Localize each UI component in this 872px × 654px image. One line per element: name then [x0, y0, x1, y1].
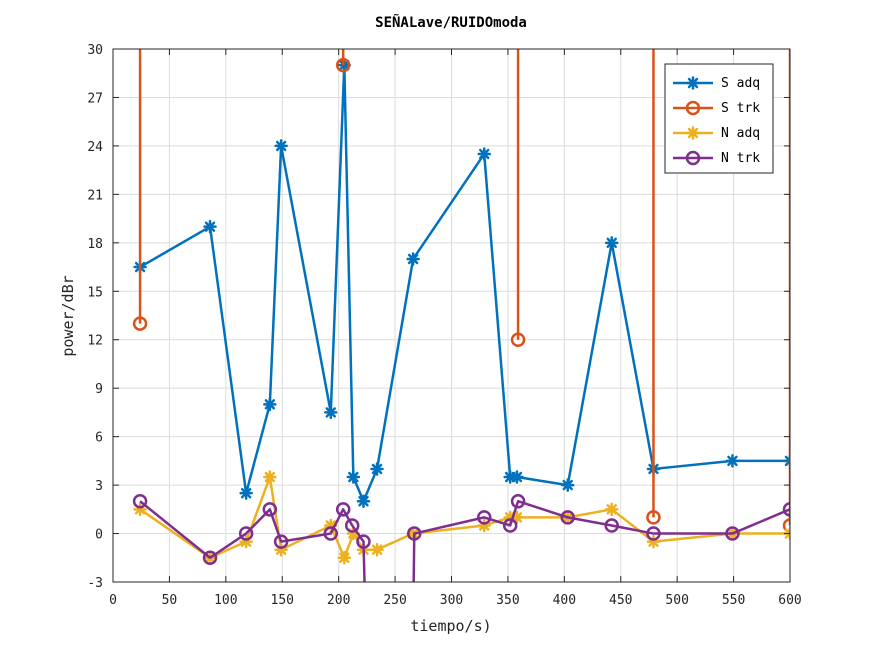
x-tick-label: 200	[327, 593, 350, 608]
data-point	[476, 510, 492, 525]
series-layer	[132, 49, 790, 582]
data-point	[510, 493, 526, 509]
data-point	[510, 332, 526, 347]
series-n-trk	[132, 493, 790, 582]
data-point	[346, 470, 361, 484]
data-point	[406, 252, 420, 266]
data-point	[646, 510, 661, 525]
data-point	[783, 454, 790, 468]
data-point	[604, 236, 619, 250]
data-point	[337, 551, 352, 565]
y-tick-label: 18	[87, 237, 103, 252]
y-tick-label: 15	[87, 285, 103, 300]
data-point	[344, 518, 360, 533]
legend-marker	[686, 76, 700, 90]
data-point	[510, 470, 524, 484]
data-point	[132, 316, 148, 331]
legend-label: S trk	[721, 101, 760, 116]
x-tick-label: 300	[440, 593, 463, 608]
data-point	[263, 397, 277, 412]
x-tick-label: 450	[609, 593, 632, 608]
chart-title: SEÑALave/RUIDOmoda	[375, 14, 527, 31]
data-point	[335, 57, 351, 73]
data-point	[560, 510, 575, 525]
data-point	[263, 470, 277, 484]
data-point	[725, 526, 740, 541]
series-s-trk	[132, 49, 790, 533]
x-tick-label: 150	[271, 593, 294, 608]
data-point	[477, 147, 491, 161]
x-tick-label: 100	[214, 593, 237, 608]
legend-marker	[685, 100, 701, 116]
x-tick-label: 350	[496, 593, 519, 608]
y-tick-label: 30	[87, 43, 103, 58]
y-tick-label: 0	[95, 528, 103, 543]
data-point	[203, 219, 217, 234]
data-point	[324, 405, 338, 420]
x-tick-label: 600	[778, 593, 801, 608]
data-point	[782, 518, 790, 533]
data-point	[239, 486, 253, 500]
x-tick-label: 0	[109, 593, 117, 608]
data-point	[356, 494, 371, 508]
y-axis-label: power/dBr	[59, 275, 77, 356]
y-tick-label: -3	[87, 576, 103, 591]
data-point	[407, 526, 422, 541]
legend-label: S adq	[721, 76, 760, 91]
legend-label: N adq	[721, 126, 760, 141]
data-point	[604, 502, 619, 517]
tick-labels: 0 50 100 150 200 250 300 350 400 450 500 550 600 -3 0 3…	[87, 43, 801, 608]
data-point	[370, 462, 384, 476]
legend-marker	[686, 126, 700, 140]
legend-label: N trk	[721, 151, 760, 166]
data-point	[274, 139, 288, 153]
data-point	[273, 534, 289, 549]
y-tick-label: 6	[95, 431, 103, 446]
legend-entry: N adq	[673, 126, 760, 141]
x-tick-label: 250	[383, 593, 406, 608]
data-point	[132, 493, 148, 509]
x-tick-label: 400	[553, 593, 576, 608]
data-point	[604, 518, 619, 533]
data-point	[725, 454, 740, 468]
ticks	[112, 48, 791, 583]
y-tick-label: 9	[95, 382, 103, 397]
data-point	[646, 526, 661, 541]
data-point	[782, 502, 790, 517]
legend: S adq S trk N adq N trk	[664, 63, 774, 174]
data-point	[262, 502, 278, 517]
legend-marker	[685, 150, 701, 166]
data-point	[560, 478, 575, 492]
data-point	[335, 502, 351, 517]
y-tick-label: 21	[87, 188, 103, 203]
data-point	[202, 550, 218, 566]
x-tick-label: 550	[722, 593, 745, 608]
data-point	[370, 542, 384, 557]
y-tick-label: 12	[87, 334, 103, 349]
y-tick-label: 24	[87, 140, 103, 155]
legend-entry: N trk	[673, 150, 760, 166]
x-axis-label: tiempo/s)	[410, 617, 491, 635]
x-tick-label: 50	[162, 593, 178, 608]
y-tick-label: 3	[95, 479, 103, 494]
data-point	[502, 518, 518, 533]
y-tick-label: 27	[87, 91, 103, 106]
data-point	[238, 526, 254, 541]
data-point	[356, 534, 371, 549]
data-point	[323, 526, 339, 541]
series-s-adq	[133, 58, 790, 508]
legend-entry: S adq	[673, 76, 760, 91]
x-tick-label: 500	[665, 593, 688, 608]
legend-entry: S trk	[673, 100, 760, 116]
